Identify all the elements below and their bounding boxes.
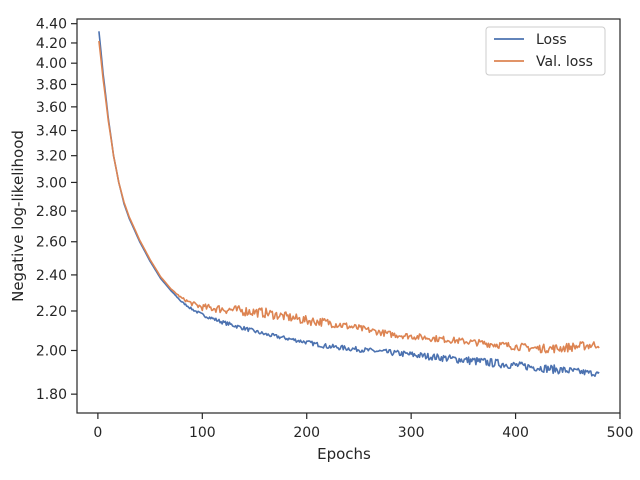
x-tick-label: 500: [607, 425, 634, 441]
y-tick-label: 2.00: [36, 343, 67, 359]
y-tick-label: 4.40: [36, 17, 67, 33]
y-tick-label: 4.20: [36, 36, 67, 52]
y-axis-label: Negative log-likelihood: [9, 130, 27, 302]
y-tick-label: 2.20: [36, 304, 67, 320]
series-line-loss: [98, 31, 600, 377]
y-ticks: 1.80 2.00 2.20 2.40 2.60 2.80 3.00 3.20 3.40 3.60…: [36, 17, 77, 403]
x-ticks: 0 100 200 300 400 500: [93, 413, 633, 441]
x-tick-label: 300: [398, 425, 425, 441]
y-tick-label: 2.40: [36, 268, 67, 284]
y-tick-label: 2.60: [36, 235, 67, 251]
legend-label-loss: Loss: [536, 32, 567, 48]
y-tick-label: 3.80: [36, 77, 67, 93]
y-tick-label: 3.00: [36, 175, 67, 191]
y-tick-label: 4.00: [36, 56, 67, 72]
x-tick-label: 200: [293, 425, 320, 441]
plot-frame: [76, 18, 621, 414]
series-layer: [98, 31, 600, 377]
y-tick-label: 2.80: [36, 204, 67, 220]
series-line-val-loss: [98, 40, 600, 354]
x-tick-label: 100: [189, 425, 216, 441]
legend: Loss Val. loss: [485, 26, 606, 76]
x-tick-label: 0: [93, 425, 102, 441]
y-tick-label: 3.40: [36, 124, 67, 140]
y-tick-label: 1.80: [36, 387, 67, 403]
x-tick-label: 400: [502, 425, 529, 441]
y-tick-label: 3.60: [36, 100, 67, 116]
x-axis-label: Epochs: [317, 445, 371, 463]
y-tick-label: 3.20: [36, 149, 67, 165]
legend-label-val-loss: Val. loss: [536, 54, 593, 70]
